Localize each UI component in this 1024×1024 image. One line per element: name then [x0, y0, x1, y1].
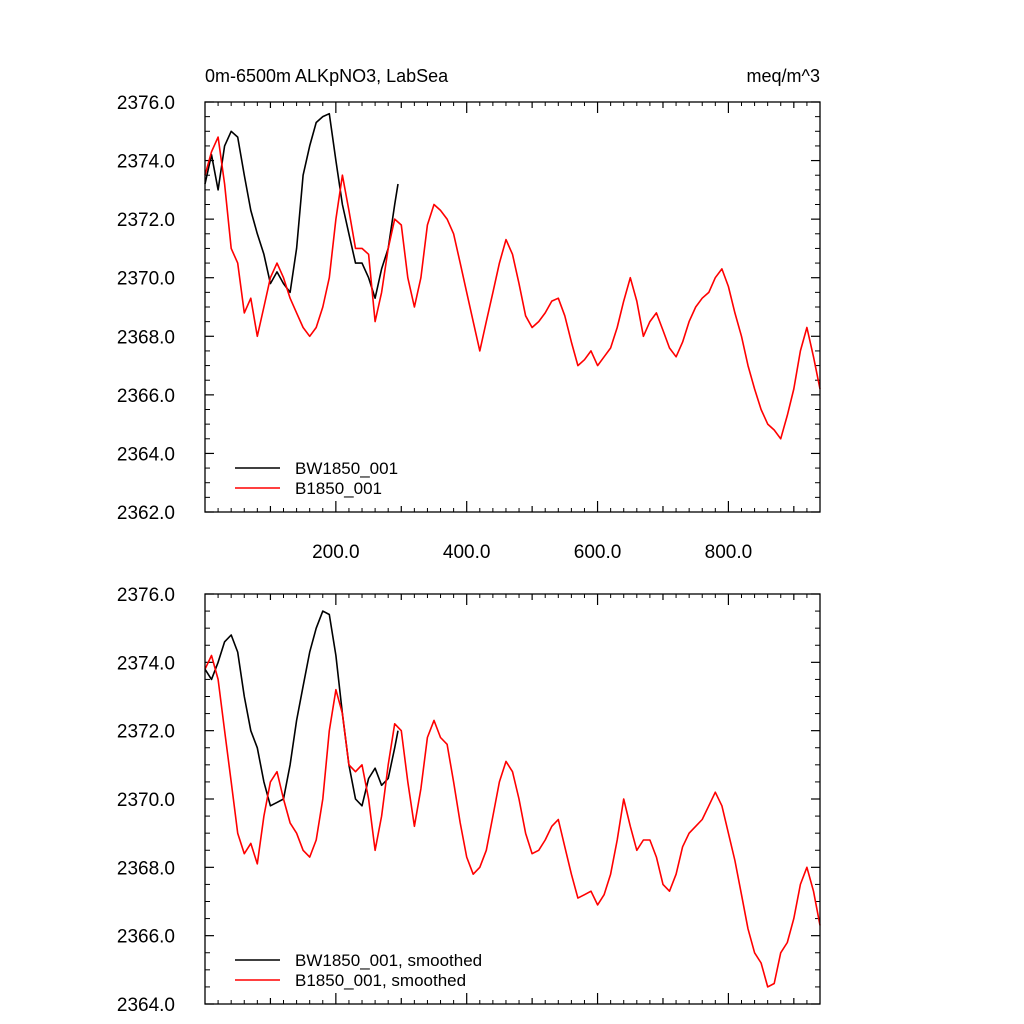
- y-tick-label: 2366.0: [117, 386, 175, 407]
- y-tick-label: 2364.0: [117, 444, 175, 465]
- x-tick-label: 800.0: [705, 542, 753, 563]
- bottom-chart-panel: 2364.0 2366.0 2368.0 2370.0 2372.0 2374.0 2376…: [117, 585, 821, 1016]
- x-tick-label: 600.0: [574, 542, 622, 563]
- legend-label: B1850_001, smoothed: [295, 971, 466, 990]
- y-tick-label: 2368.0: [117, 327, 175, 348]
- y-tick-label: 2376.0: [117, 93, 175, 114]
- y-tick-label: 2374.0: [117, 152, 175, 173]
- top-series-line-0: [204, 112, 399, 299]
- y-tick-label: 2368.0: [117, 858, 175, 879]
- chart-title: 0m-6500m ALKpNO3, LabSea: [205, 66, 449, 86]
- y-tick-label: 2376.0: [117, 585, 175, 606]
- top-chart-panel: 0m-6500m ALKpNO3, LabSea meq/m^3 2362.02…: [117, 66, 821, 563]
- top-series-line-1: [204, 136, 821, 440]
- y-tick-label: 2370.0: [117, 790, 175, 811]
- bottom-plot-frame: [204, 593, 821, 1005]
- y-tick-label: 2374.0: [117, 653, 175, 674]
- y-tick-label: 2364.0: [117, 995, 175, 1016]
- top-chart-series: [204, 112, 821, 440]
- y-tick-label: 2372.0: [117, 210, 175, 231]
- top-plot-frame: [204, 101, 821, 513]
- x-tick-label: 400.0: [443, 542, 491, 563]
- top-chart-axes: 2362.0 2364.0 2366.0 2368.0 2370.0 2372.0 2374…: [117, 93, 821, 563]
- legend-label: BW1850_001, smoothed: [295, 951, 482, 970]
- y-tick-label: 2366.0: [117, 927, 175, 948]
- bottom-chart-axes: 2364.0 2366.0 2368.0 2370.0 2372.0 2374.0 2376…: [117, 585, 821, 1016]
- bottom-series-line-0: [204, 610, 399, 807]
- bottom-series-line-1: [204, 654, 821, 988]
- x-tick-label: 200.0: [312, 542, 360, 563]
- y-tick-label: 2370.0: [117, 269, 175, 290]
- chart-units-label: meq/m^3: [747, 66, 820, 86]
- legend-label: B1850_001: [295, 479, 382, 498]
- legend-label: BW1850_001: [295, 459, 398, 478]
- y-tick-label: 2362.0: [117, 503, 175, 524]
- y-tick-label: 2372.0: [117, 722, 175, 743]
- bottom-chart-series: [204, 610, 821, 988]
